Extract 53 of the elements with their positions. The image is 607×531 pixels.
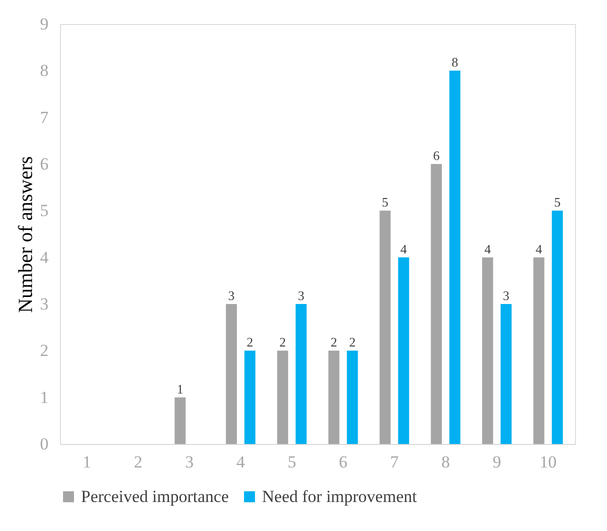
- bar: [398, 257, 410, 444]
- data-label: 5: [382, 194, 388, 210]
- data-label: 3: [298, 288, 304, 303]
- x-tick-label: 4: [236, 452, 246, 472]
- data-label: 6: [433, 148, 440, 163]
- x-tick-label: 3: [185, 452, 194, 472]
- y-tick-label: 1: [40, 388, 48, 407]
- data-label: 1: [176, 381, 184, 396]
- x-tick-label: 1: [82, 452, 92, 472]
- bar: [500, 304, 512, 444]
- bar: [277, 350, 288, 444]
- x-tick-label: 6: [338, 452, 348, 472]
- x-tick-label: 9: [492, 452, 502, 472]
- data-label: 5: [554, 194, 561, 210]
- bar: [482, 257, 494, 444]
- bar: [244, 350, 256, 444]
- bar: [174, 397, 186, 444]
- y-tick-label: 3: [40, 294, 48, 314]
- legend-label: Need for improvement: [262, 486, 418, 506]
- data-label: 3: [502, 288, 510, 303]
- x-tick-label: 10: [540, 452, 557, 472]
- data-label: 4: [400, 241, 408, 256]
- bar: [380, 210, 391, 444]
- data-label: 2: [330, 334, 338, 350]
- bar: [533, 257, 544, 444]
- y-tick-label: 8: [40, 61, 48, 80]
- data-label: 2: [349, 334, 356, 350]
- data-label: 2: [279, 334, 286, 350]
- bar: [430, 164, 442, 444]
- y-tick-label: 7: [40, 108, 49, 127]
- y-tick-label: 6: [40, 154, 48, 174]
- y-tick-label: 0: [40, 434, 48, 454]
- y-tick-label: 4: [40, 248, 49, 267]
- x-tick-label: 5: [288, 452, 296, 472]
- bar: [226, 304, 237, 444]
- y-tick-label: 2: [40, 341, 48, 360]
- data-label: 3: [228, 288, 235, 303]
- data-label: 2: [246, 334, 254, 350]
- x-tick-label: 7: [390, 452, 400, 472]
- y-axis-title: Number of answers: [15, 156, 37, 313]
- bar: [346, 350, 358, 444]
- legend-label: Perceived importance: [81, 486, 229, 506]
- y-tick-label: 5: [40, 201, 48, 220]
- data-label: 4: [484, 241, 492, 256]
- bar: [296, 304, 307, 444]
- bar: [552, 210, 563, 444]
- data-label: 4: [536, 241, 543, 256]
- bar: [449, 70, 460, 444]
- y-tick-label: 9: [40, 14, 48, 34]
- data-label: 8: [452, 54, 458, 70]
- x-tick-label: 2: [134, 452, 142, 472]
- x-tick-label: 8: [441, 452, 450, 472]
- bar: [328, 350, 340, 444]
